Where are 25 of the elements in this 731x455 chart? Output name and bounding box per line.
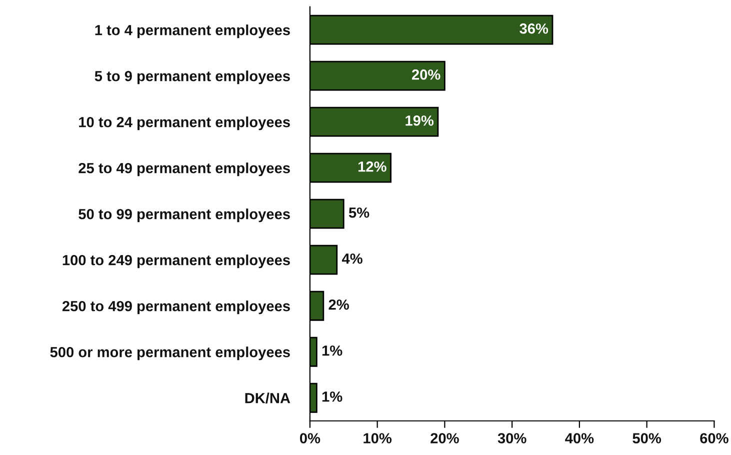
y-tick-label: 250 to 499 permanent employees — [62, 300, 290, 314]
data-label: 5% — [348, 207, 370, 218]
x-tick-label: 10% — [364, 433, 392, 444]
data-label: 36% — [520, 23, 548, 34]
y-tick-label: 1 to 4 permanent employees — [95, 24, 290, 38]
y-tick-label: 25 to 49 permanent employees — [78, 162, 290, 176]
data-label: 2% — [328, 299, 349, 310]
data-label: 4% — [342, 253, 362, 264]
y-tick-label: 500 or more permanent employees — [50, 346, 290, 360]
x-tick-label: 40% — [565, 433, 594, 444]
y-tick-label: 50 to 99 permanent employees — [78, 208, 290, 222]
x-tick-label: 30% — [498, 433, 526, 444]
data-label: 12% — [358, 161, 386, 172]
y-tick-label: 100 to 249 permanent employees — [62, 254, 290, 268]
x-tick-label: 0% — [300, 433, 320, 444]
y-tick-label: 5 to 9 permanent employees — [94, 70, 290, 84]
data-label: 1% — [322, 345, 342, 356]
x-tick-label: 50% — [632, 433, 662, 444]
y-tick-label: DK/NA — [245, 392, 290, 404]
x-tick-label: 60% — [700, 433, 728, 444]
data-label: 20% — [412, 69, 440, 80]
y-tick-label: 10 to 24 permanent employees — [79, 116, 290, 130]
data-label: 19% — [406, 115, 434, 126]
x-tick-label: 20% — [430, 433, 459, 444]
data-label: 1% — [322, 391, 342, 402]
